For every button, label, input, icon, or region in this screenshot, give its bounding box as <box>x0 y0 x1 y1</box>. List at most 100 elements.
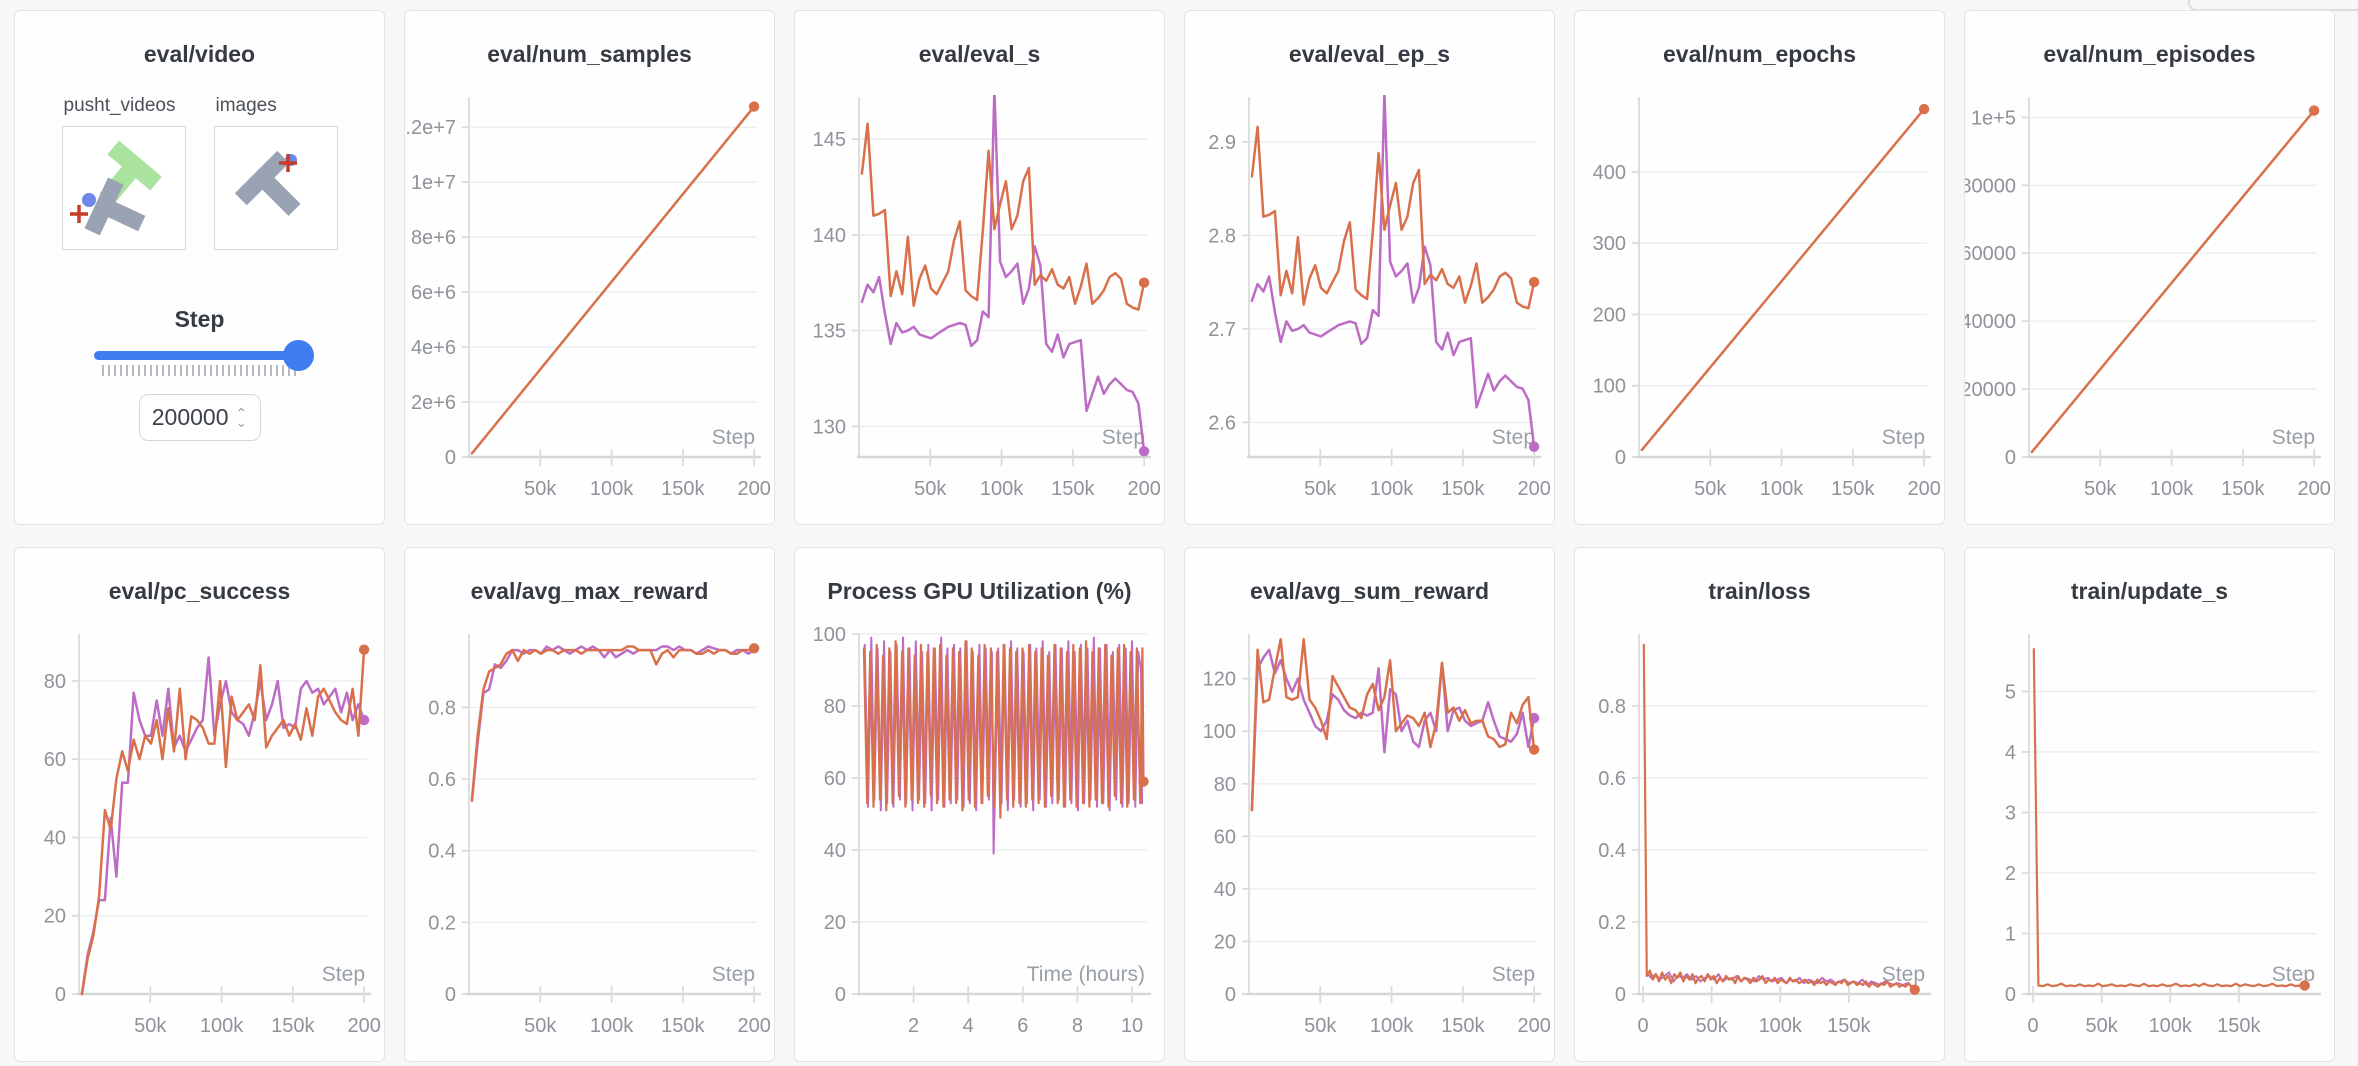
svg-text:50k: 50k <box>134 1015 167 1037</box>
line-chart[interactable]: 0 20 40 60 80 100 2 4 6 8 10 Time (hours) <box>795 620 1164 1061</box>
svg-text:40000: 40000 <box>1965 311 2016 333</box>
svg-text:Step: Step <box>2272 426 2315 449</box>
media-item-pusht-videos[interactable]: pusht_videos <box>61 95 186 250</box>
svg-text:400: 400 <box>1593 162 1626 184</box>
svg-text:1: 1 <box>2005 923 2016 945</box>
svg-text:2: 2 <box>908 1015 919 1037</box>
svg-text:60: 60 <box>1214 826 1236 848</box>
svg-text:40: 40 <box>44 827 66 849</box>
svg-text:100k: 100k <box>590 478 634 500</box>
svg-text:Step: Step <box>712 426 755 449</box>
panel-eval-pc-success[interactable]: eval/pc_success 0 20 40 60 80 50k 100k 150k 200 S… <box>14 547 385 1062</box>
line-chart[interactable]: 130 135 140 145 50k 100k 150k 200 Step <box>795 83 1164 524</box>
svg-text:150k: 150k <box>2221 478 2265 500</box>
svg-text:100k: 100k <box>200 1015 244 1037</box>
svg-text:Step: Step <box>1492 963 1535 986</box>
panel-eval-video[interactable]: eval/video pusht_videos <box>14 10 385 525</box>
svg-text:0.6: 0.6 <box>1598 768 1626 790</box>
svg-text:150k: 150k <box>2217 1015 2261 1037</box>
svg-text:50k: 50k <box>524 478 557 500</box>
svg-text:Step: Step <box>712 963 755 986</box>
svg-text:100: 100 <box>1593 376 1626 398</box>
svg-text:100k: 100k <box>980 478 1024 500</box>
line-chart[interactable]: 2.6 2.7 2.8 2.9 50k 100k 150k 200 Step <box>1185 83 1554 524</box>
panel-eval-eval-ep-s[interactable]: eval/eval_ep_s 2.6 2.7 2.8 2.9 50k 100k 150k 20… <box>1184 10 1555 525</box>
svg-text:Step: Step <box>322 963 365 986</box>
panel-eval-eval-s[interactable]: eval/eval_s 130 135 140 145 50k 100k 150k 200 St… <box>794 10 1165 525</box>
svg-text:0.2: 0.2 <box>428 912 456 934</box>
stepper-arrows-icon[interactable]: ⌃ ⌄ <box>235 404 248 430</box>
chart-title: train/loss <box>1708 578 1811 604</box>
svg-text:200: 200 <box>1517 1015 1550 1037</box>
svg-text:0.8: 0.8 <box>1598 696 1626 718</box>
panel-eval-avg-sum-reward[interactable]: eval/avg_sum_reward 0 20 40 60 80 100 120 50k 10… <box>1184 547 1555 1062</box>
panel-title: eval/video <box>143 41 256 67</box>
svg-text:150k: 150k <box>1051 478 1095 500</box>
media-caption: pusht_videos <box>63 95 176 116</box>
pusht-scene-icon <box>69 140 162 236</box>
svg-text:0: 0 <box>2005 447 2016 469</box>
svg-text:50k: 50k <box>2086 1015 2119 1037</box>
svg-text:100k: 100k <box>1370 1015 1414 1037</box>
svg-text:50k: 50k <box>1696 1015 1729 1037</box>
svg-text:50k: 50k <box>1304 478 1337 500</box>
svg-text:2.6: 2.6 <box>1208 412 1236 434</box>
panel-eval-num-samples[interactable]: eval/num_samples 0 2e+6 4e+6 6e+6 8e+6 1e+7 1.… <box>404 10 775 525</box>
svg-text:0: 0 <box>55 984 66 1006</box>
pusht-scene-icon <box>234 150 301 216</box>
svg-text:1e+7: 1e+7 <box>411 172 456 194</box>
svg-text:100k: 100k <box>1759 1015 1803 1037</box>
svg-text:80: 80 <box>44 671 66 693</box>
panel-train-loss[interactable]: train/loss 0 0.2 0.4 0.6 0.8 0 50k 100k 150k Step <box>1574 547 1945 1062</box>
svg-text:2: 2 <box>2005 863 2016 885</box>
slider-track[interactable] <box>93 351 306 360</box>
panel-eval-num-episodes[interactable]: eval/num_episodes 0 20000 40000 60000 80000 1… <box>1964 10 2335 525</box>
svg-text:100: 100 <box>1203 721 1236 743</box>
line-chart[interactable]: 0 0.2 0.4 0.6 0.8 50k 100k 150k 200 Step <box>405 620 774 1061</box>
svg-text:50k: 50k <box>1694 478 1727 500</box>
svg-text:80000: 80000 <box>1965 175 2016 197</box>
chart-title: train/update_s <box>2070 578 2229 604</box>
svg-text:2.9: 2.9 <box>1208 132 1236 154</box>
line-chart[interactable]: 0 2e+6 4e+6 6e+6 8e+6 1e+7 1.2e+7 50k 100k 150k 20… <box>405 83 774 524</box>
line-chart[interactable]: 0 20 40 60 80 100 120 50k 100k 150k 200 Step <box>1185 620 1554 1061</box>
step-slider-label: Step <box>174 306 225 332</box>
slider-tick-marks <box>101 365 300 376</box>
svg-text:Time (hours): Time (hours) <box>1027 963 1145 986</box>
panel-eval-num-epochs[interactable]: eval/num_epochs 0 100 200 300 400 50k 100k 150k… <box>1574 10 1945 525</box>
slider-thumb[interactable] <box>282 340 314 371</box>
line-chart[interactable]: 0 0.2 0.4 0.6 0.8 0 50k 100k 150k Step <box>1575 620 1944 1061</box>
svg-text:300: 300 <box>1593 233 1626 255</box>
line-chart[interactable]: 0 100 200 300 400 50k 100k 150k 200 Step <box>1575 83 1944 524</box>
panel-process-gpu-utilization[interactable]: Process GPU Utilization (%) 0 20 40 60 80 100… <box>794 547 1165 1062</box>
svg-text:100k: 100k <box>590 1015 634 1037</box>
svg-text:0: 0 <box>1615 447 1626 469</box>
svg-text:0: 0 <box>2028 1015 2039 1037</box>
svg-text:100: 100 <box>813 624 846 646</box>
svg-text:2.8: 2.8 <box>1208 225 1236 247</box>
chart-title: eval/avg_max_reward <box>470 578 709 604</box>
svg-text:60: 60 <box>44 749 66 771</box>
svg-text:100k: 100k <box>2150 478 2194 500</box>
images-thumbnail[interactable] <box>213 126 338 250</box>
svg-text:0: 0 <box>445 447 456 469</box>
line-chart[interactable]: 0 20000 40000 60000 80000 1e+5 50k 100k 150k 200 S… <box>1965 83 2334 524</box>
panel-train-update-s[interactable]: train/update_s 0 1 2 3 4 5 0 50k 100k 150k Step <box>1964 547 2335 1062</box>
step-slider[interactable] <box>93 340 314 376</box>
chart-title: eval/num_episodes <box>2043 41 2256 67</box>
svg-text:140: 140 <box>813 225 846 247</box>
chart-title: eval/avg_sum_reward <box>1249 578 1490 604</box>
svg-text:40: 40 <box>1214 879 1236 901</box>
step-value: 200000 <box>151 404 229 430</box>
svg-text:0: 0 <box>1638 1015 1649 1037</box>
media-item-images[interactable]: images <box>213 95 338 250</box>
line-chart[interactable]: 0 20 40 60 80 50k 100k 150k 200 Step <box>15 620 384 1061</box>
step-number-input[interactable]: 200000 ⌃ ⌄ <box>138 394 261 441</box>
panel-eval-avg-max-reward[interactable]: eval/avg_max_reward 0 0.2 0.4 0.6 0.8 50k 100k… <box>404 547 775 1062</box>
svg-text:Step: Step <box>1102 426 1145 449</box>
svg-text:150k: 150k <box>661 478 705 500</box>
pusht-video-thumbnail[interactable] <box>61 126 186 250</box>
svg-text:150k: 150k <box>271 1015 315 1037</box>
line-chart[interactable]: 0 1 2 3 4 5 0 50k 100k 150k Step <box>1965 620 2334 1061</box>
